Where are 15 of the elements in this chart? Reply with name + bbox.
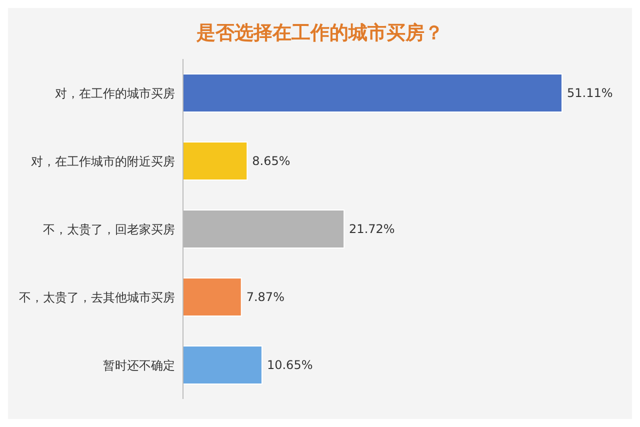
y-tick-label: 暂时还不确定 xyxy=(103,358,175,372)
y-tick-label: 不，太贵了，回老家买房 xyxy=(43,222,175,236)
data-label: 51.11% xyxy=(567,86,613,100)
y-tick-label: 对，在工作城市的附近买房 xyxy=(31,154,175,168)
data-label: 10.65% xyxy=(266,358,313,372)
y-tick-label: 不，太贵了，去其他城市买房 xyxy=(19,290,175,304)
bar xyxy=(182,345,262,384)
data-label: 8.65% xyxy=(252,154,290,168)
chart-title: 是否选择在工作的城市买房？ xyxy=(196,21,444,46)
data-label: 7.87% xyxy=(246,290,284,304)
y-tick-label: 对，在工作的城市买房 xyxy=(55,86,175,100)
data-label: 21.72% xyxy=(349,222,395,236)
bar xyxy=(182,277,242,316)
bar xyxy=(182,73,562,112)
bar xyxy=(182,141,248,180)
